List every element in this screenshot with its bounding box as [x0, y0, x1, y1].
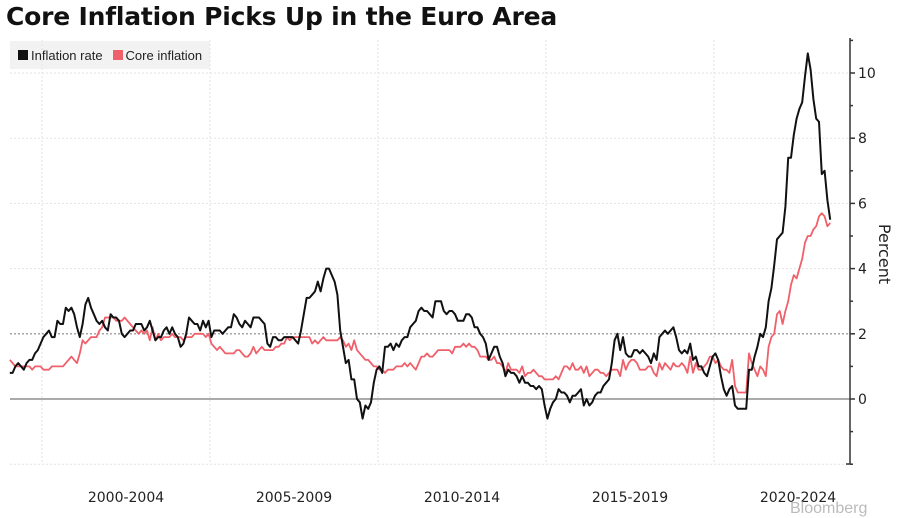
y-tick-label: 8: [858, 131, 867, 147]
y-tick-label: 0: [858, 392, 867, 408]
legend: Inflation rate Core inflation: [10, 41, 211, 69]
y-axis-title: Percent: [875, 224, 894, 284]
y-tick-label: 10: [858, 66, 876, 82]
y-tick-label: 6: [858, 196, 867, 212]
reference-lines: [10, 333, 850, 400]
legend-label-core-inflation: Core inflation: [125, 47, 203, 63]
legend-swatch-inflation-rate: [18, 50, 28, 60]
watermark: Bloomberg: [790, 500, 868, 517]
gridlines: [10, 40, 850, 465]
series-line-core-inflation: [9, 212, 831, 394]
x-tick-label: 2020-2024: [760, 490, 836, 506]
series-lines: [9, 52, 832, 420]
series-line-inflation-rate: [9, 52, 832, 420]
y-axis: 0 2 4 6 8 10: [846, 38, 876, 465]
x-tick-label: 2015-2019: [592, 490, 668, 506]
y-tick-label: 2: [858, 327, 867, 343]
legend-swatch-core-inflation: [112, 50, 123, 60]
x-tick-label: 2000-2004: [88, 490, 164, 506]
x-tick-label: 2010-2014: [424, 490, 500, 506]
x-tick-label: 2005-2009: [256, 490, 332, 506]
x-axis-labels: 2000-2004 2005-2009 2010-2014 2015-2019 2020…: [88, 490, 836, 506]
legend-item-core-inflation[interactable]: Core inflation: [112, 47, 203, 63]
legend-label-inflation-rate: Inflation rate: [31, 47, 103, 63]
legend-item-inflation-rate[interactable]: Inflation rate: [18, 48, 103, 63]
y-tick-label: 4: [858, 262, 867, 278]
chart-title: Core Inflation Picks Up in the Euro Area: [6, 2, 558, 31]
